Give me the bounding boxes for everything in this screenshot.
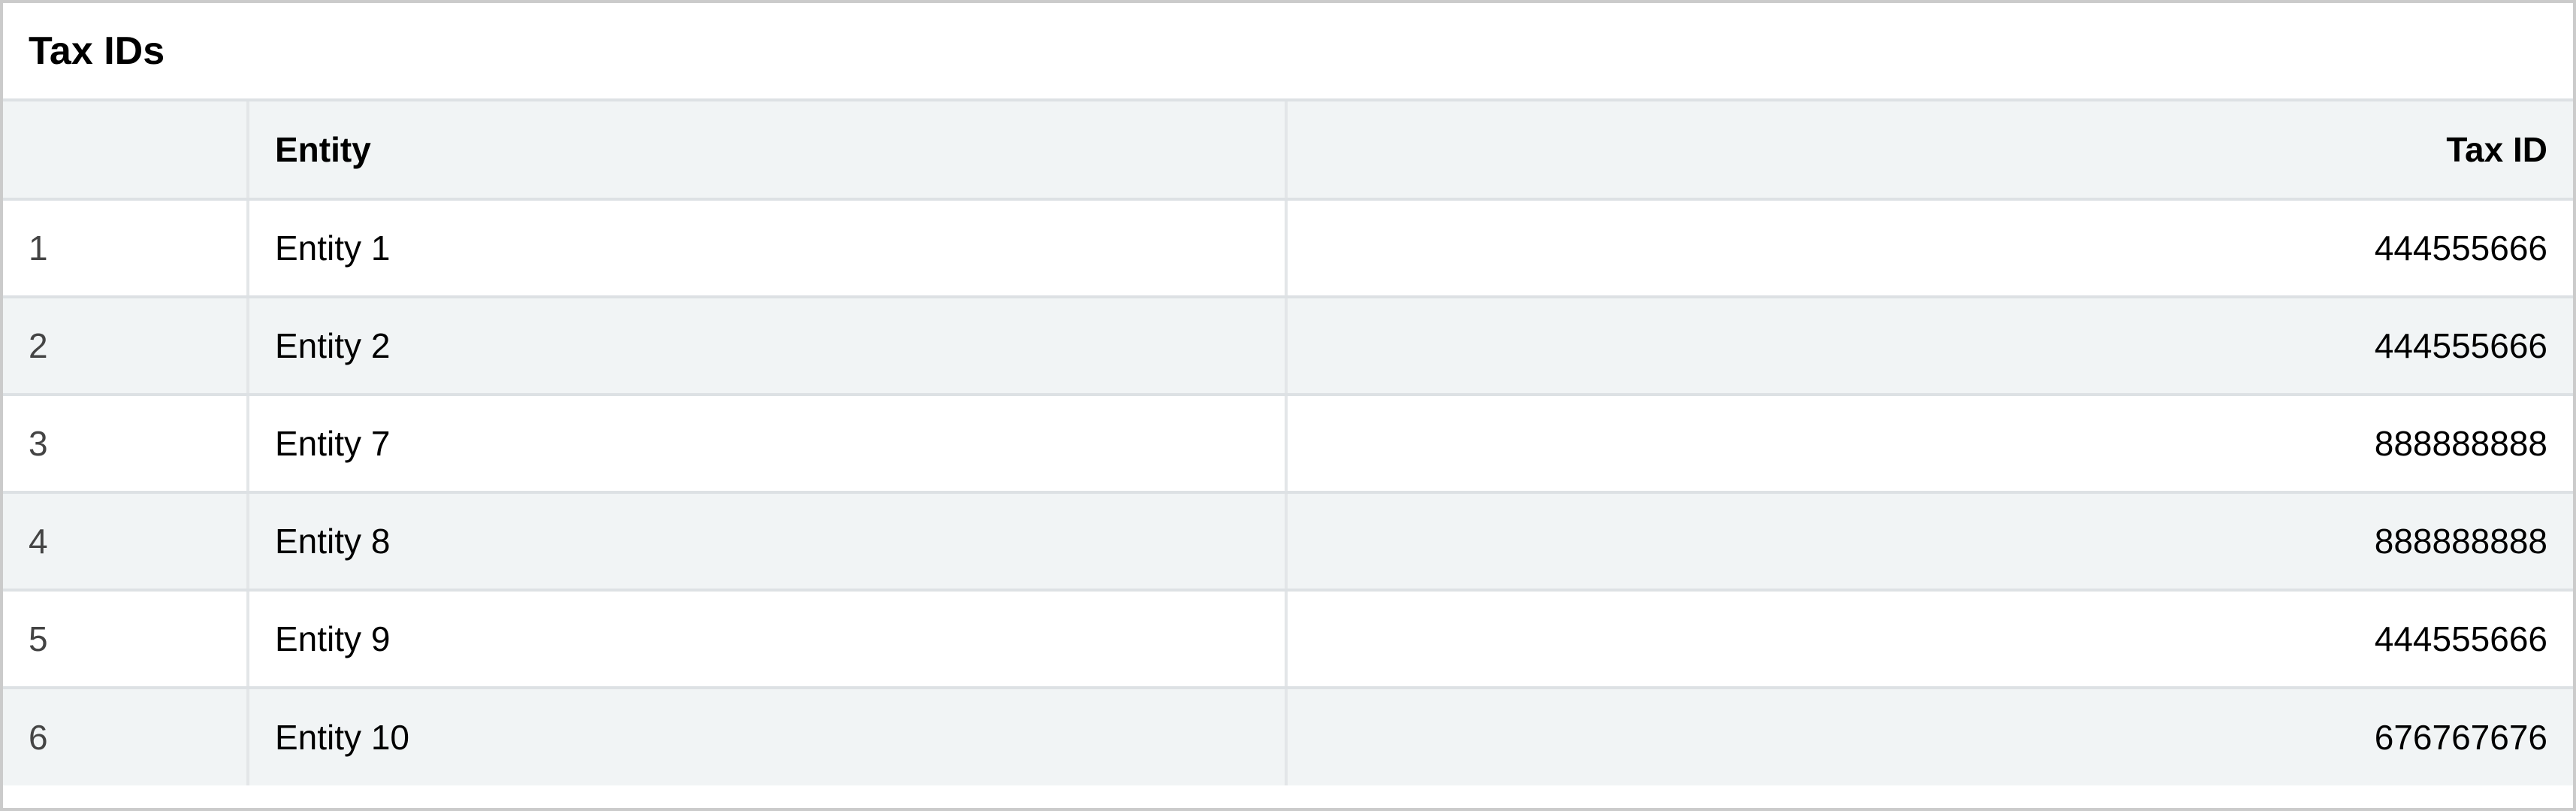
entity-cell: Entity 9 [248,590,1288,689]
row-index-cell: 6 [3,688,249,785]
table-row[interactable]: 4 Entity 8 888888888 [3,492,2573,592]
panel-title: Tax IDs [3,3,2573,101]
entity-cell: Entity 2 [248,297,1288,396]
tax-ids-table: Entity Tax ID 1 Entity 1 444555666 2 Entity … [3,101,2573,785]
table-row[interactable]: 5 Entity 9 444555666 [3,590,2573,689]
column-header-tax-id[interactable]: Tax ID [1286,101,2573,201]
tax-id-cell: 676767676 [1286,688,2573,785]
table-row[interactable]: 2 Entity 2 444555666 [3,297,2573,396]
row-index-cell: 3 [3,395,249,494]
row-index-cell: 2 [3,297,249,396]
entity-cell: Entity 8 [248,492,1288,592]
tax-id-cell: 444555666 [1286,199,2573,298]
tax-id-cell: 444555666 [1286,297,2573,396]
table-row[interactable]: 6 Entity 10 676767676 [3,688,2573,785]
entity-cell: Entity 1 [248,199,1288,298]
row-index-cell: 1 [3,199,249,298]
entity-cell: Entity 7 [248,395,1288,494]
table-row[interactable]: 1 Entity 1 444555666 [3,199,2573,298]
row-index-cell: 4 [3,492,249,592]
column-header-index [3,101,249,201]
column-header-entity[interactable]: Entity [248,101,1288,201]
entity-cell: Entity 10 [248,688,1288,785]
tax-id-cell: 888888888 [1286,395,2573,494]
table-row[interactable]: 3 Entity 7 888888888 [3,395,2573,494]
row-index-cell: 5 [3,590,249,689]
tax-id-cell: 444555666 [1286,590,2573,689]
tax-id-cell: 888888888 [1286,492,2573,592]
table-header-row: Entity Tax ID [3,101,2573,201]
